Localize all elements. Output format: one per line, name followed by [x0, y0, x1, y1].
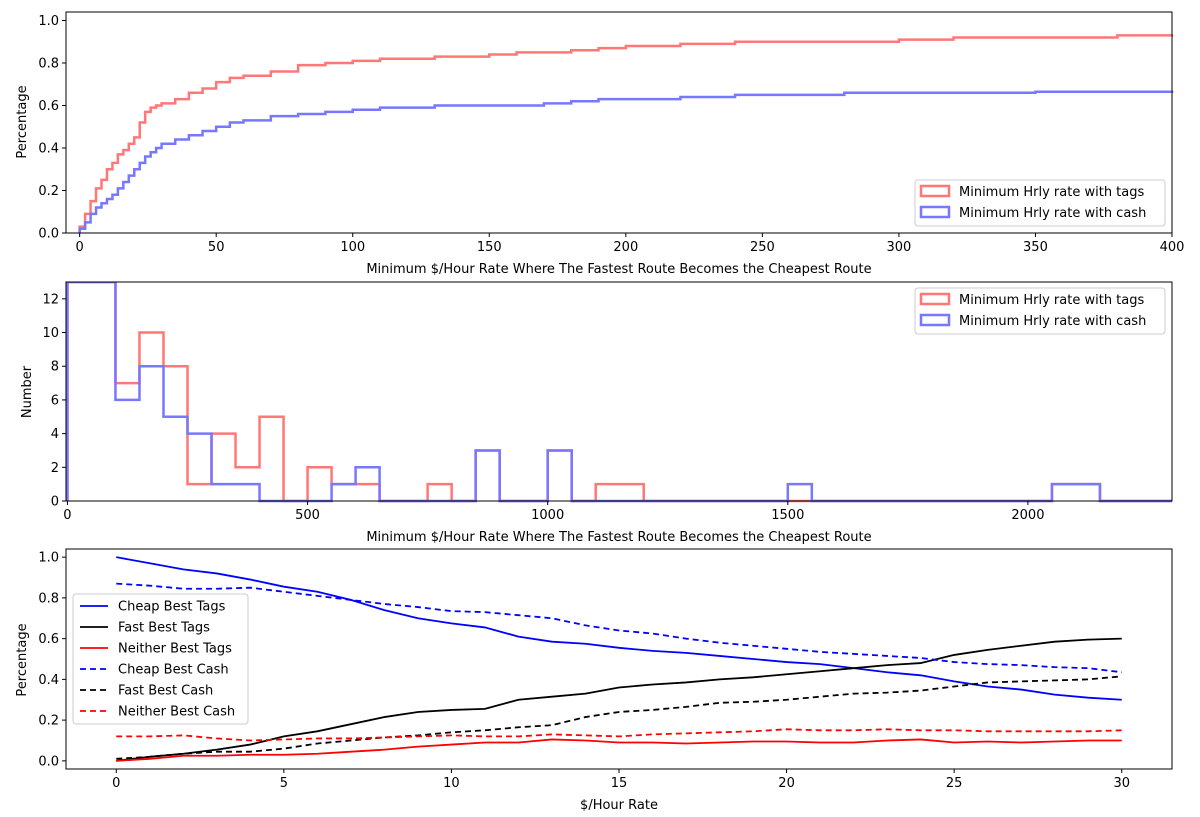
x-tick-label: 30	[1113, 776, 1130, 791]
cdf-legend-label-tags: Minimum Hrly rate with tags	[959, 185, 1145, 200]
line-neither-best-tags	[116, 738, 1122, 762]
line-fast-best-cash	[116, 675, 1122, 760]
y-tick-label: 8	[51, 360, 59, 375]
histogram-legend-swatch-cash	[919, 313, 951, 327]
histogram-x-axis-title: Minimum $/Hour Rate Where The Fastest Ro…	[366, 530, 871, 545]
y-tick-label: 0.6	[38, 99, 59, 114]
cdf-legend-box	[914, 179, 1166, 227]
histogram-panel: 0 500 1000 1500 2000 0 2 4 6 8 10 12 Minimum $/Hour…	[20, 281, 1173, 545]
x-tick-label: 0	[63, 508, 71, 523]
cdf-legend-swatch-cash	[919, 205, 951, 219]
x-tick-label: 350	[1023, 240, 1048, 255]
rate-line-legend-box	[72, 593, 249, 725]
line-cheap-best-tags	[116, 556, 1122, 701]
y-tick-label: 0.0	[38, 754, 59, 769]
legend-label-neither-best-cash: Neither Best Cash	[118, 705, 235, 720]
y-tick-label: 6	[51, 393, 59, 408]
x-tick-label: 1500	[771, 508, 804, 523]
rate-line-panel: 0 5 10 15 20 25 30 0.0 0.2 0.4 0.6 0.8 1.0 $/Hour Ra…	[15, 548, 1173, 813]
y-tick-label: 4	[51, 427, 59, 442]
legend-label-neither-best-tags: Neither Best Tags	[118, 642, 232, 657]
histogram-legend: Minimum Hrly rate with tags Minimum Hrly…	[914, 287, 1166, 335]
cdf-panel: 0 50 100 150 200 250 300 350 400 0.0 0.2 0.4 0.6 0.8 1…	[15, 11, 1184, 277]
histogram-y-axis-title: Number	[20, 365, 35, 418]
x-tick-label: 200	[613, 240, 638, 255]
rate-line-x-axis-title: $/Hour Rate	[580, 798, 658, 813]
y-tick-label: 2	[51, 461, 59, 476]
y-tick-label: 0.0	[38, 227, 59, 242]
histogram-plot-frame	[65, 281, 1173, 502]
y-tick-label: 0	[51, 495, 59, 510]
histogram-legend-label-tags: Minimum Hrly rate with tags	[959, 293, 1145, 308]
x-tick-label: 5	[280, 776, 288, 791]
y-tick-label: 1.0	[38, 14, 59, 29]
x-tick-label: 250	[750, 240, 775, 255]
x-tick-label: 20	[778, 776, 795, 791]
y-tick-label: 1.0	[38, 551, 59, 566]
cdf-line-cash	[78, 90, 1174, 233]
cdf-line-tags	[78, 34, 1174, 233]
rate-line-series-group	[116, 556, 1122, 762]
rate-line-ticks: 0 5 10 15 20 25 30 0.0 0.2 0.4 0.6 0.8 1.0	[38, 551, 1130, 791]
x-tick-label: 25	[946, 776, 963, 791]
rate-line-plot-frame	[65, 548, 1173, 770]
x-tick-label: 0	[76, 240, 84, 255]
line-fast-best-tags	[116, 637, 1122, 762]
y-tick-label: 12	[42, 292, 59, 307]
y-tick-label: 0.8	[38, 591, 59, 606]
x-tick-label: 0	[112, 776, 120, 791]
rate-line-legend: Cheap Best Tags Fast Best Tags Neither Bes…	[72, 593, 249, 725]
rate-line-y-axis-title: Percentage	[15, 623, 30, 696]
cdf-legend-swatch-tags	[919, 184, 951, 198]
x-tick-label: 1000	[531, 508, 564, 523]
x-tick-label: 500	[295, 508, 320, 523]
y-tick-label: 0.4	[38, 142, 59, 157]
line-neither-best-cash	[116, 728, 1122, 742]
x-tick-label: 100	[340, 240, 365, 255]
x-tick-label: 50	[208, 240, 225, 255]
legend-label-cheap-best-tags: Cheap Best Tags	[118, 600, 226, 615]
x-tick-label: 400	[1160, 240, 1185, 255]
histogram-legend-label-cash: Minimum Hrly rate with cash	[959, 314, 1146, 329]
y-tick-label: 0.2	[38, 184, 59, 199]
cdf-legend-label-cash: Minimum Hrly rate with cash	[959, 206, 1146, 221]
legend-label-fast-best-cash: Fast Best Cash	[118, 684, 213, 699]
x-tick-label: 150	[477, 240, 502, 255]
x-tick-label: 2000	[1011, 508, 1044, 523]
y-tick-label: 0.4	[38, 673, 59, 688]
histogram-legend-swatch-tags	[919, 292, 951, 306]
x-tick-label: 15	[611, 776, 628, 791]
histogram-ticks: 0 500 1000 1500 2000 0 2 4 6 8 10 12	[42, 292, 1044, 523]
y-tick-label: 0.2	[38, 714, 59, 729]
rate-line-legend-items: Cheap Best Tags Fast Best Tags Neither Bes…	[80, 600, 235, 720]
y-tick-label: 0.6	[38, 632, 59, 647]
cdf-x-axis-title: Minimum $/Hour Rate Where The Fastest Ro…	[366, 262, 871, 277]
y-tick-label: 0.8	[38, 57, 59, 72]
cdf-legend: Minimum Hrly rate with tags Minimum Hrly…	[914, 179, 1166, 227]
legend-label-fast-best-tags: Fast Best Tags	[118, 621, 210, 636]
legend-label-cheap-best-cash: Cheap Best Cash	[118, 663, 229, 678]
line-cheap-best-cash	[116, 582, 1122, 674]
cdf-ticks: 0 50 100 150 200 250 300 350 400 0.0 0.2 0.4 0.6 0.8 1…	[38, 14, 1184, 255]
histogram-legend-box	[914, 287, 1166, 335]
y-tick-label: 10	[42, 326, 59, 341]
cdf-plot-frame	[65, 11, 1173, 234]
x-tick-label: 300	[886, 240, 911, 255]
cdf-y-axis-title: Percentage	[15, 85, 30, 158]
cdf-series-group	[78, 34, 1174, 233]
x-tick-label: 10	[443, 776, 460, 791]
